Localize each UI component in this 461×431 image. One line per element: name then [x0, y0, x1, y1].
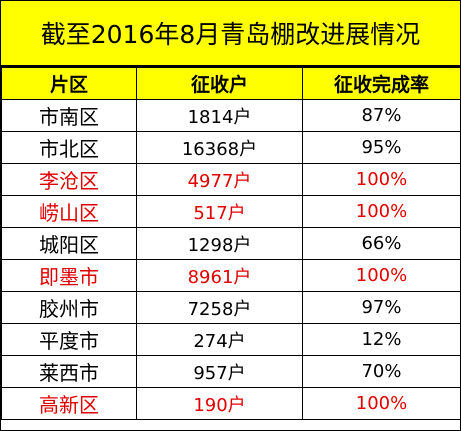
- rate-cell: 87%: [302, 99, 461, 132]
- header-row: 片区 征收户 征收完成率: [1, 67, 461, 100]
- region-cell: 崂山区: [1, 195, 137, 228]
- households-cell: 16368户: [136, 131, 303, 164]
- households-cell: 517户: [136, 195, 303, 228]
- households-cell: 1814户: [136, 99, 303, 132]
- rate-cell: 100%: [302, 387, 461, 420]
- rate-cell: 66%: [302, 227, 461, 260]
- table-row: 胶州市 7258户 97%: [1, 291, 461, 324]
- rate-cell: 70%: [302, 355, 461, 388]
- title-bar: 截至2016年8月青岛棚改进展情况: [1, 1, 460, 67]
- households-cell: 8961户: [136, 259, 303, 292]
- column-header-rate: 征收完成率: [302, 67, 461, 100]
- table-row: 莱西市 957户 70%: [1, 355, 461, 388]
- rate-cell: 100%: [302, 195, 461, 228]
- region-cell: 市北区: [1, 131, 137, 164]
- region-cell: 市南区: [1, 99, 137, 132]
- table-row: 城阳区 1298户 66%: [1, 227, 461, 260]
- households-cell: 190户: [136, 387, 303, 420]
- region-cell: 城阳区: [1, 227, 137, 260]
- column-header-households: 征收户: [136, 67, 303, 100]
- region-cell: 即墨市: [1, 259, 137, 292]
- rate-cell: 12%: [302, 323, 461, 356]
- rate-cell: 100%: [302, 163, 461, 196]
- region-cell: 李沧区: [1, 163, 137, 196]
- table-row: 平度市 274户 12%: [1, 323, 461, 356]
- households-cell: 4977户: [136, 163, 303, 196]
- table-row: 市北区 16368户 95%: [1, 131, 461, 164]
- table-row: 即墨市 8961户 100%: [1, 259, 461, 292]
- column-header-region: 片区: [1, 67, 137, 100]
- table-row: 市南区 1814户 87%: [1, 99, 461, 132]
- rate-cell: 100%: [302, 259, 461, 292]
- rate-cell: 97%: [302, 291, 461, 324]
- region-cell: 莱西市: [1, 355, 137, 388]
- households-cell: 1298户: [136, 227, 303, 260]
- households-cell: 274户: [136, 323, 303, 356]
- households-cell: 7258户: [136, 291, 303, 324]
- region-cell: 胶州市: [1, 291, 137, 324]
- rate-cell: 95%: [302, 131, 461, 164]
- table-title: 截至2016年8月青岛棚改进展情况: [40, 20, 421, 49]
- data-table: 片区 征收户 征收完成率 市南区 1814户 87% 市北区 16368户 95…: [1, 67, 461, 420]
- region-cell: 平度市: [1, 323, 137, 356]
- table-row: 高新区 190户 100%: [1, 387, 461, 420]
- table-row: 崂山区 517户 100%: [1, 195, 461, 228]
- households-cell: 957户: [136, 355, 303, 388]
- table-row: 李沧区 4977户 100%: [1, 163, 461, 196]
- region-cell: 高新区: [1, 387, 137, 420]
